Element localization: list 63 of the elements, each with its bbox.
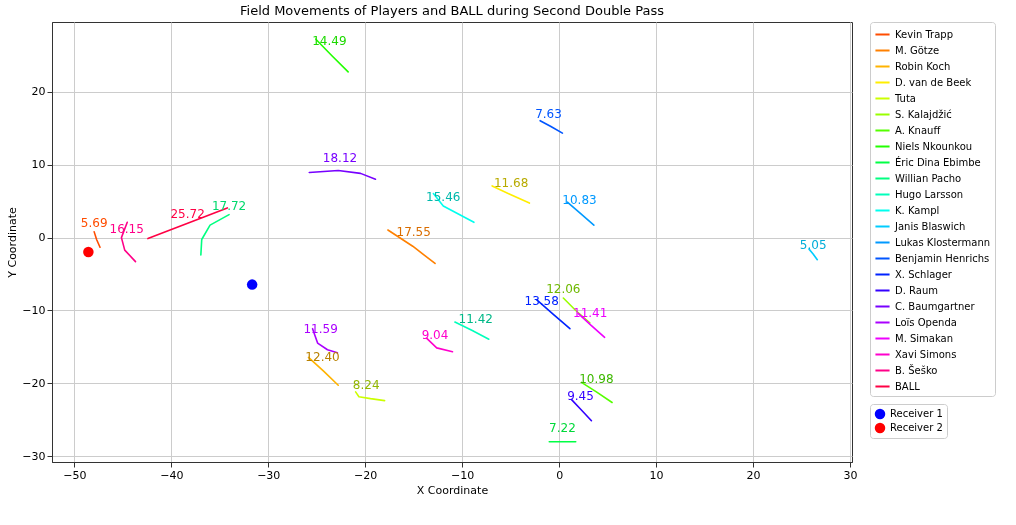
x-tick-label: −50 — [63, 468, 87, 482]
legend-label: Robin Koch — [895, 60, 951, 72]
legend-label: Éric Dina Ebimbe — [895, 155, 981, 168]
y-tick-label: −10 — [22, 303, 46, 317]
x-tick-label: 10 — [649, 468, 664, 482]
annotation: 14.49 — [312, 33, 347, 48]
annotation: 11.59 — [303, 322, 338, 337]
annotation: 7.63 — [535, 106, 562, 121]
legend-label: Lukas Klostermann — [895, 236, 991, 248]
x-tick-label: 30 — [843, 468, 858, 482]
annotation: 10.98 — [579, 372, 614, 387]
legend-label: Receiver 2 — [890, 422, 943, 433]
legend-label: Janis Blaswich — [894, 220, 966, 232]
legend-label: Benjamin Henrichs — [895, 252, 990, 264]
annotation: 17.55 — [396, 224, 431, 239]
legend-label: Receiver 1 — [890, 408, 943, 419]
y-tick-label: 20 — [31, 85, 46, 99]
legend-label: D. van de Beek — [895, 76, 972, 88]
annotation: 11.68 — [493, 175, 529, 190]
legend-label: Tuta — [894, 92, 916, 104]
line-series — [308, 169, 377, 180]
y-tick-label: 10 — [31, 158, 46, 172]
x-tick-label: −20 — [354, 468, 378, 482]
legend-label: X. Schlager — [895, 268, 953, 280]
annotation: 5.05 — [799, 237, 827, 252]
annotation: 8.24 — [352, 377, 380, 392]
legend-label: B. Šeško — [895, 363, 938, 376]
annotation: 18.12 — [322, 150, 358, 165]
y-tick-label: −20 — [22, 376, 46, 390]
legend-label: Xavi Simons — [895, 348, 957, 360]
annotation: 17.72 — [211, 198, 247, 213]
annotation: 9.45 — [567, 389, 594, 404]
y-tick-label: 0 — [38, 231, 46, 245]
y-tick-label: −30 — [22, 449, 46, 463]
annotation: 9.04 — [421, 327, 449, 342]
legend-label: Loïs Openda — [895, 316, 957, 328]
legend-label: D. Raum — [895, 284, 938, 296]
x-axis-title: X Coordinate — [416, 483, 489, 497]
legend-label: C. Baumgartner — [895, 300, 976, 312]
legend-label: A. Knauff — [895, 124, 942, 136]
x-tick-label: −40 — [160, 468, 184, 482]
annotation: 10.83 — [562, 192, 597, 207]
legend-label: BALL — [895, 380, 921, 392]
annotation: 5.69 — [80, 215, 108, 230]
legend-label: S. Kalajdžić — [895, 108, 952, 120]
x-tick-label: 20 — [746, 468, 761, 482]
legend-label: M. Götze — [895, 44, 940, 56]
legend-label: M. Simakan — [895, 332, 954, 344]
chart-title: Field Movements of Players and BALL during Second Double Pass — [240, 2, 665, 18]
x-tick-label: −10 — [451, 468, 475, 482]
y-axis-title: Y Coordinate — [6, 207, 20, 279]
line-series — [354, 391, 386, 402]
annotation: 25.72 — [170, 207, 205, 222]
x-tick-label: 0 — [556, 468, 564, 482]
legend-label: Hugo Larsson — [895, 188, 964, 200]
legend-label: K. Kampl — [895, 204, 940, 216]
legend-label: Niels Nkounkou — [895, 140, 973, 152]
x-tick-label: −30 — [257, 468, 281, 482]
legend-label: Willian Pacho — [895, 172, 962, 184]
annotation: 12.40 — [305, 349, 340, 364]
legend-label: Kevin Trapp — [895, 28, 953, 40]
annotation: 7.22 — [549, 421, 576, 436]
annotation: 11.42 — [458, 311, 493, 326]
